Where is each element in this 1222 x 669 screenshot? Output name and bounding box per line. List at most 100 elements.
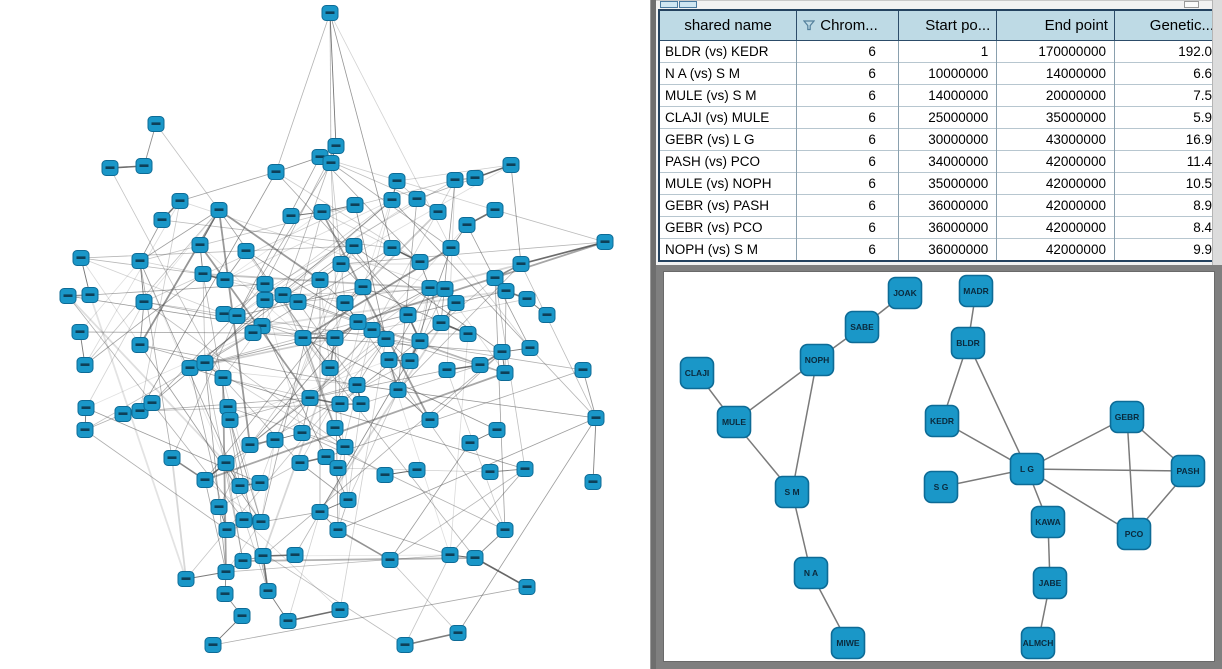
network-node[interactable] <box>241 437 259 453</box>
table-cell[interactable]: PASH (vs) PCO <box>659 150 797 173</box>
network-node[interactable] <box>538 307 556 323</box>
full-network-canvas[interactable] <box>0 0 649 669</box>
column-header[interactable]: shared name <box>658 9 798 41</box>
network-node[interactable] <box>584 474 602 490</box>
table-cell[interactable]: 6 <box>796 150 899 173</box>
table-cell[interactable]: 6 <box>796 106 899 129</box>
network-node[interactable] <box>331 602 349 618</box>
network-node[interactable] <box>135 158 153 174</box>
table-scrollbar-gutter[interactable] <box>1212 0 1222 265</box>
column-header[interactable]: End point <box>996 9 1115 41</box>
table-cell[interactable]: 7.5 <box>1113 84 1221 107</box>
network-node[interactable] <box>441 547 459 563</box>
network-node[interactable] <box>332 256 350 272</box>
network-node[interactable] <box>518 291 536 307</box>
table-cell[interactable]: 16.9 <box>1113 128 1221 151</box>
network-node[interactable] <box>289 294 307 310</box>
table-cell[interactable]: 1 <box>897 40 997 63</box>
table-cell[interactable]: 34000000 <box>897 150 997 173</box>
network-node[interactable] <box>446 172 464 188</box>
network-node[interactable] <box>235 512 253 528</box>
network-node[interactable]: S G <box>923 470 959 504</box>
table-cell[interactable]: 6 <box>796 40 899 63</box>
network-node[interactable] <box>596 234 614 250</box>
network-node[interactable] <box>376 467 394 483</box>
network-node[interactable] <box>512 256 530 272</box>
table-cell[interactable]: 170000000 <box>996 40 1115 63</box>
table-cell[interactable]: 192.0 <box>1113 40 1221 63</box>
table-cell[interactable]: 6 <box>796 194 899 217</box>
scrollbar-fragment[interactable] <box>679 1 697 8</box>
column-header[interactable]: Start po... <box>897 9 998 41</box>
table-cell[interactable]: 42000000 <box>996 172 1115 195</box>
network-node[interactable] <box>181 360 199 376</box>
column-header[interactable]: Chrom... <box>796 9 899 41</box>
network-node[interactable] <box>221 412 239 428</box>
network-node[interactable] <box>449 625 467 641</box>
table-cell[interactable]: 14000000 <box>996 62 1115 85</box>
network-node[interactable] <box>210 499 228 515</box>
network-node[interactable] <box>101 160 119 176</box>
table-cell[interactable]: GEBR (vs) PCO <box>659 216 797 239</box>
network-node[interactable] <box>322 155 340 171</box>
network-node[interactable]: PASH <box>1170 454 1206 488</box>
table-cell[interactable]: 42000000 <box>996 194 1115 217</box>
table-cell[interactable]: CLAJI (vs) MULE <box>659 106 797 129</box>
table-cell[interactable]: BLDR (vs) KEDR <box>659 40 797 63</box>
network-node[interactable] <box>411 333 429 349</box>
network-node[interactable] <box>177 571 195 587</box>
network-node[interactable]: CLAJI <box>679 356 715 390</box>
network-node[interactable]: KEDR <box>924 404 960 438</box>
network-node[interactable] <box>76 422 94 438</box>
network-node[interactable] <box>408 191 426 207</box>
panel-divider[interactable] <box>650 0 656 669</box>
table-cell[interactable]: 20000000 <box>996 84 1115 107</box>
network-node[interactable] <box>447 295 465 311</box>
network-node[interactable] <box>266 432 284 448</box>
table-cell[interactable]: NOPH (vs) S M <box>659 238 797 261</box>
network-node[interactable] <box>587 410 605 426</box>
network-node[interactable] <box>401 353 419 369</box>
network-node[interactable] <box>114 406 132 422</box>
network-node[interactable] <box>381 552 399 568</box>
network-node[interactable] <box>363 322 381 338</box>
network-node[interactable] <box>228 308 246 324</box>
table-cell[interactable]: 35000000 <box>996 106 1115 129</box>
table-cell[interactable]: GEBR (vs) PASH <box>659 194 797 217</box>
table-cell[interactable]: 42000000 <box>996 150 1115 173</box>
network-node[interactable]: BLDR <box>950 326 986 360</box>
table-cell[interactable]: 30000000 <box>897 128 997 151</box>
network-node[interactable] <box>380 352 398 368</box>
network-node[interactable] <box>147 116 165 132</box>
network-node[interactable] <box>301 390 319 406</box>
network-node[interactable] <box>336 439 354 455</box>
network-node[interactable] <box>421 412 439 428</box>
network-node[interactable] <box>329 460 347 476</box>
network-node[interactable]: KAWA <box>1030 505 1066 539</box>
table-row[interactable]: PASH (vs) PCO 6 34000000 42000000 11.4 <box>659 150 1221 173</box>
table-cell[interactable]: 8.4 <box>1113 216 1221 239</box>
network-node[interactable]: GEBR <box>1109 400 1145 434</box>
network-node[interactable] <box>458 217 476 233</box>
network-node[interactable] <box>408 462 426 478</box>
table-row[interactable]: GEBR (vs) PCO 6 36000000 42000000 8.4 <box>659 216 1221 239</box>
network-node[interactable] <box>234 553 252 569</box>
network-node[interactable] <box>396 637 414 653</box>
network-node[interactable] <box>311 272 329 288</box>
table-cell[interactable]: 42000000 <box>996 216 1115 239</box>
table-row[interactable]: GEBR (vs) L G 6 30000000 43000000 16.9 <box>659 128 1221 151</box>
network-node[interactable] <box>256 292 274 308</box>
network-node[interactable] <box>143 395 161 411</box>
table-cell[interactable]: 6 <box>796 128 899 151</box>
network-node[interactable] <box>153 212 171 228</box>
network-node[interactable] <box>217 564 235 580</box>
table-cell[interactable]: 43000000 <box>996 128 1115 151</box>
network-node[interactable] <box>293 425 311 441</box>
network-node[interactable] <box>194 266 212 282</box>
network-node[interactable] <box>131 337 149 353</box>
network-node[interactable] <box>339 492 357 508</box>
table-cell[interactable]: 35000000 <box>897 172 997 195</box>
network-node[interactable]: JABE <box>1032 566 1068 600</box>
table-cell[interactable]: 6 <box>796 62 899 85</box>
network-node[interactable] <box>219 399 237 415</box>
